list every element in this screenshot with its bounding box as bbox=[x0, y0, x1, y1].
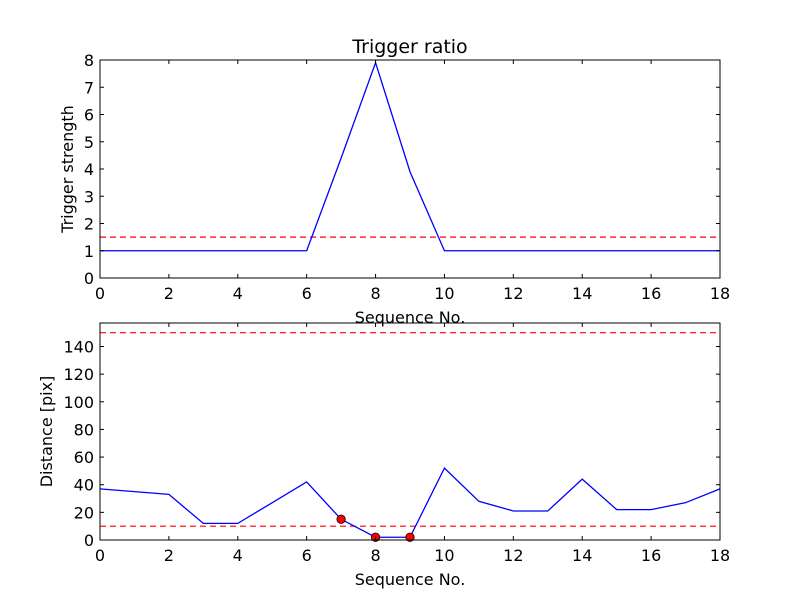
y-tick-label: 4 bbox=[84, 160, 94, 179]
x-tick-label: 4 bbox=[233, 284, 243, 303]
y-tick-label: 5 bbox=[84, 133, 94, 152]
series-line-1 bbox=[100, 60, 720, 252]
y-tick-label: 40 bbox=[74, 476, 94, 495]
y-tick-label: 0 bbox=[84, 531, 94, 550]
y-tick-label: 2 bbox=[84, 215, 94, 234]
x-axis-label: Sequence No. bbox=[355, 308, 466, 327]
x-tick-label: 12 bbox=[503, 546, 523, 565]
x-tick-label: 10 bbox=[434, 546, 454, 565]
data-marker bbox=[336, 514, 346, 524]
y-tick-label: 3 bbox=[84, 187, 94, 206]
y-tick-label: 100 bbox=[63, 393, 94, 412]
y-axis-label: Trigger strength bbox=[58, 105, 77, 234]
x-tick-label: 8 bbox=[370, 284, 380, 303]
axes-frame bbox=[99, 322, 721, 541]
y-tick-label: 80 bbox=[74, 420, 94, 439]
y-tick-label: 120 bbox=[63, 365, 94, 384]
y-tick-label: 1 bbox=[84, 242, 94, 261]
x-tick-label: 2 bbox=[164, 546, 174, 565]
y-tick-label: 7 bbox=[84, 78, 94, 97]
x-tick-label: 4 bbox=[233, 546, 243, 565]
x-axis-label: Sequence No. bbox=[355, 570, 466, 589]
x-tick-label: 14 bbox=[572, 284, 592, 303]
x-tick-label: 2 bbox=[164, 284, 174, 303]
y-tick-label: 8 bbox=[84, 51, 94, 70]
x-tick-label: 18 bbox=[710, 546, 730, 565]
x-tick-label: 0 bbox=[95, 546, 105, 565]
x-tick-label: 10 bbox=[434, 284, 454, 303]
y-tick-label: 60 bbox=[74, 448, 94, 467]
x-tick-label: 8 bbox=[370, 546, 380, 565]
y-tick-label: 140 bbox=[63, 337, 94, 356]
x-tick-label: 0 bbox=[95, 284, 105, 303]
chart-title: Trigger ratio bbox=[351, 36, 467, 58]
x-tick-label: 14 bbox=[572, 546, 592, 565]
data-marker bbox=[405, 532, 415, 542]
y-tick-label: 0 bbox=[84, 269, 94, 288]
y-tick-label: 6 bbox=[84, 106, 94, 125]
y-axis-label: Distance [pix] bbox=[37, 376, 56, 488]
x-tick-label: 6 bbox=[302, 546, 312, 565]
x-tick-label: 18 bbox=[710, 284, 730, 303]
x-tick-label: 12 bbox=[503, 284, 523, 303]
series-line-1 bbox=[99, 467, 721, 538]
x-tick-label: 16 bbox=[641, 546, 661, 565]
y-tick-label: 20 bbox=[74, 503, 94, 522]
axes-frame bbox=[99, 59, 721, 279]
x-tick-label: 6 bbox=[302, 284, 312, 303]
x-tick-label: 16 bbox=[641, 284, 661, 303]
subplot-2: 0 2 4 6 8 10 12 14 16 18 0 20 40 60 80 100 120 140 Sequenc… bbox=[37, 322, 730, 589]
